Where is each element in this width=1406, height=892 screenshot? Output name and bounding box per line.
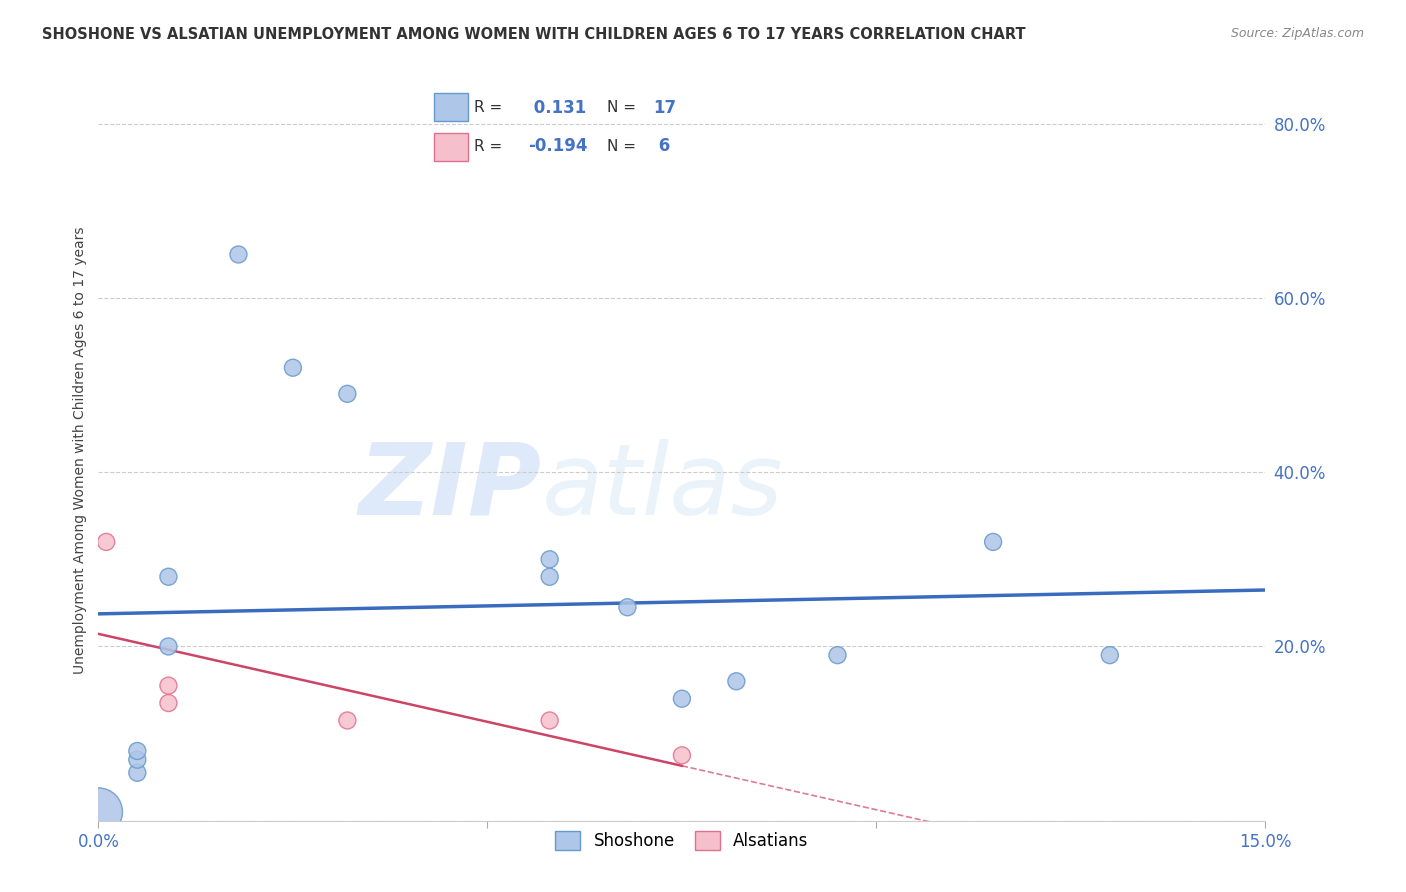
Y-axis label: Unemployment Among Women with Children Ages 6 to 17 years: Unemployment Among Women with Children A… (73, 227, 87, 674)
Point (157, 640, 180, 654)
Point (725, 674, 748, 689)
Point (157, 570, 180, 584)
Point (127, 744, 149, 758)
Point (127, 765, 149, 780)
Point (671, 748, 693, 763)
Point (87, 805, 110, 819)
Text: atlas: atlas (541, 439, 783, 536)
Point (1098, 648, 1121, 662)
Point (981, 535, 1004, 549)
Text: ZIP: ZIP (359, 439, 541, 536)
Point (827, 648, 849, 662)
Point (281, 360, 304, 375)
Legend: Shoshone, Alsatians: Shoshone, Alsatians (548, 824, 815, 856)
Point (127, 753, 149, 767)
Point (157, 696, 180, 710)
Point (538, 552, 561, 566)
Point (671, 691, 693, 706)
Point (336, 387, 359, 401)
Point (538, 714, 561, 728)
Text: Source: ZipAtlas.com: Source: ZipAtlas.com (1230, 27, 1364, 40)
Point (157, 679, 180, 693)
Point (538, 570, 561, 584)
Point (616, 600, 638, 615)
Point (336, 714, 359, 728)
Text: SHOSHONE VS ALSATIAN UNEMPLOYMENT AMONG WOMEN WITH CHILDREN AGES 6 TO 17 YEARS C: SHOSHONE VS ALSATIAN UNEMPLOYMENT AMONG … (42, 27, 1026, 42)
Point (228, 247, 250, 261)
Point (96, 535, 118, 549)
